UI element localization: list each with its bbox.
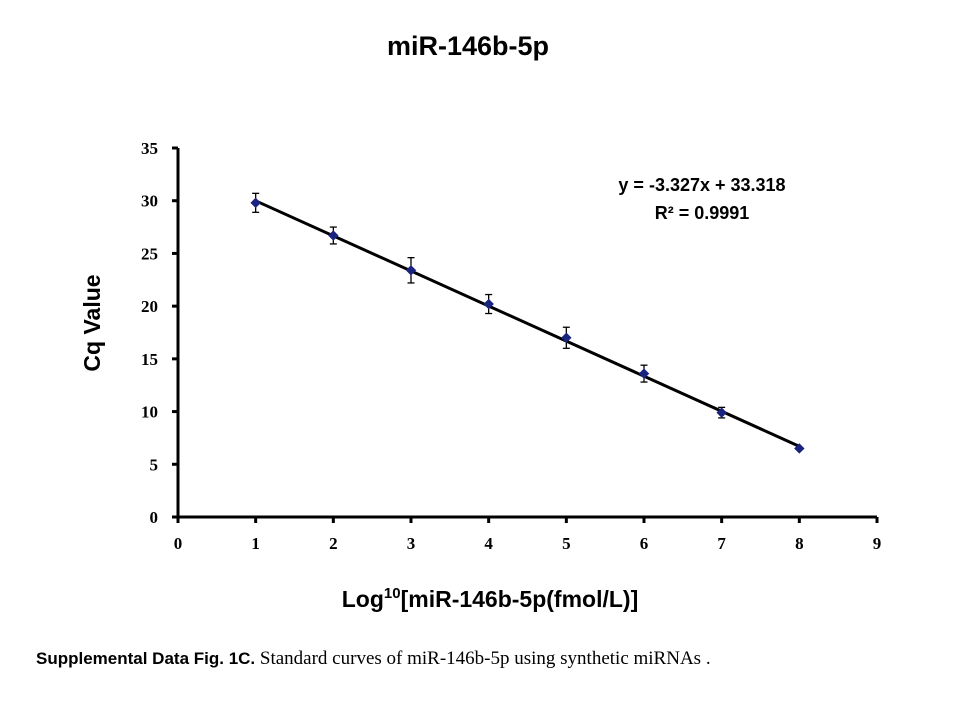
x-tick-label: 3 — [407, 534, 416, 553]
x-tick-label: 4 — [484, 534, 493, 553]
x-tick-label: 6 — [640, 534, 649, 553]
y-tick-label: 35 — [141, 139, 158, 158]
regression-equation: y = -3.327x + 33.318 — [618, 175, 785, 195]
x-tick-label: 9 — [873, 534, 882, 553]
trendline-group — [255, 199, 800, 448]
y-tick-label: 0 — [150, 508, 159, 527]
trendline — [255, 199, 800, 448]
y-tick-label: 10 — [141, 403, 158, 422]
data-point — [561, 332, 572, 343]
y-tick-label: 30 — [141, 192, 158, 211]
figure-caption: Supplemental Data Fig. 1C. Standard curv… — [36, 648, 936, 670]
data-point — [794, 443, 805, 454]
x-tick-label: 0 — [174, 534, 183, 553]
y-tick-label: 15 — [141, 350, 158, 369]
caption-lead: Supplemental Data Fig. 1C. — [36, 649, 256, 668]
data-point — [638, 368, 650, 379]
data-points — [250, 192, 805, 454]
y-tick-label: 20 — [141, 297, 158, 316]
x-tick-label: 7 — [717, 534, 726, 553]
x-axis-label-suffix: [miR-146b-5p(fmol/L)] — [401, 586, 639, 612]
y-tick-label: 5 — [150, 455, 159, 474]
y-tick-label: 25 — [141, 244, 158, 263]
x-axis-label-prefix: Log — [342, 586, 384, 612]
x-tick-label: 8 — [795, 534, 804, 553]
data-point — [483, 298, 494, 310]
axes: 0 5 10 15 20 25 30 35 0 1 2 3 4 5 6 7 8 9 — [141, 139, 881, 553]
r-squared-label: R² = 0.9991 — [655, 203, 750, 223]
x-tick-label: 2 — [329, 534, 338, 553]
x-axis-label: Log10[miR-146b-5p(fmol/L)] — [342, 585, 639, 612]
data-point — [405, 265, 417, 276]
x-tick-label: 1 — [251, 534, 260, 553]
x-axis-label-superscript: 10 — [384, 585, 401, 602]
data-point — [716, 407, 727, 418]
x-tick-label: 5 — [562, 534, 571, 553]
caption-body: Standard curves of miR-146b-5p using syn… — [259, 648, 711, 669]
chart-title: miR-146b-5p — [387, 31, 549, 61]
data-point — [250, 197, 261, 209]
y-axis-label: Cq Value — [79, 274, 105, 371]
data-point — [328, 230, 339, 241]
